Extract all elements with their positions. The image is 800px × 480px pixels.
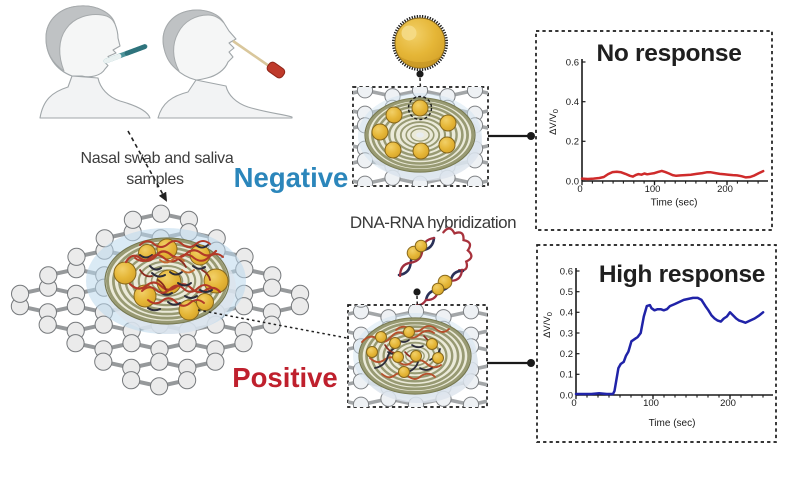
svg-text:0.5: 0.5 bbox=[560, 287, 573, 298]
svg-text:0.4: 0.4 bbox=[560, 308, 573, 319]
svg-text:Positive: Positive bbox=[232, 362, 337, 393]
svg-text:High response: High response bbox=[599, 261, 765, 288]
svg-text:0.0: 0.0 bbox=[566, 176, 579, 187]
svg-text:Negative: Negative bbox=[234, 162, 349, 193]
svg-text:0: 0 bbox=[571, 398, 576, 409]
svg-text:0.2: 0.2 bbox=[560, 349, 573, 360]
svg-text:DNA-RNA hybridization: DNA-RNA hybridization bbox=[350, 213, 516, 232]
svg-text:No response: No response bbox=[596, 40, 741, 67]
svg-text:0.1: 0.1 bbox=[560, 370, 573, 381]
svg-text:0.6: 0.6 bbox=[566, 57, 579, 68]
svg-text:Nasal swab and saliva: Nasal swab and saliva bbox=[81, 150, 234, 167]
svg-text:100: 100 bbox=[643, 398, 659, 409]
svg-text:0.4: 0.4 bbox=[566, 97, 579, 108]
svg-text:0: 0 bbox=[577, 184, 582, 195]
svg-text:ΔV/V0: ΔV/V0 bbox=[542, 312, 554, 338]
svg-text:ΔV/V0: ΔV/V0 bbox=[548, 109, 560, 135]
svg-text:200: 200 bbox=[717, 184, 733, 195]
svg-text:0.3: 0.3 bbox=[560, 328, 573, 339]
svg-text:200: 200 bbox=[720, 398, 736, 409]
svg-text:0.2: 0.2 bbox=[566, 137, 579, 148]
svg-text:100: 100 bbox=[645, 184, 661, 195]
svg-text:0.6: 0.6 bbox=[560, 266, 573, 277]
svg-text:Time (sec): Time (sec) bbox=[651, 198, 698, 209]
svg-text:0.0: 0.0 bbox=[560, 390, 573, 401]
svg-text:Time (sec): Time (sec) bbox=[649, 418, 696, 429]
